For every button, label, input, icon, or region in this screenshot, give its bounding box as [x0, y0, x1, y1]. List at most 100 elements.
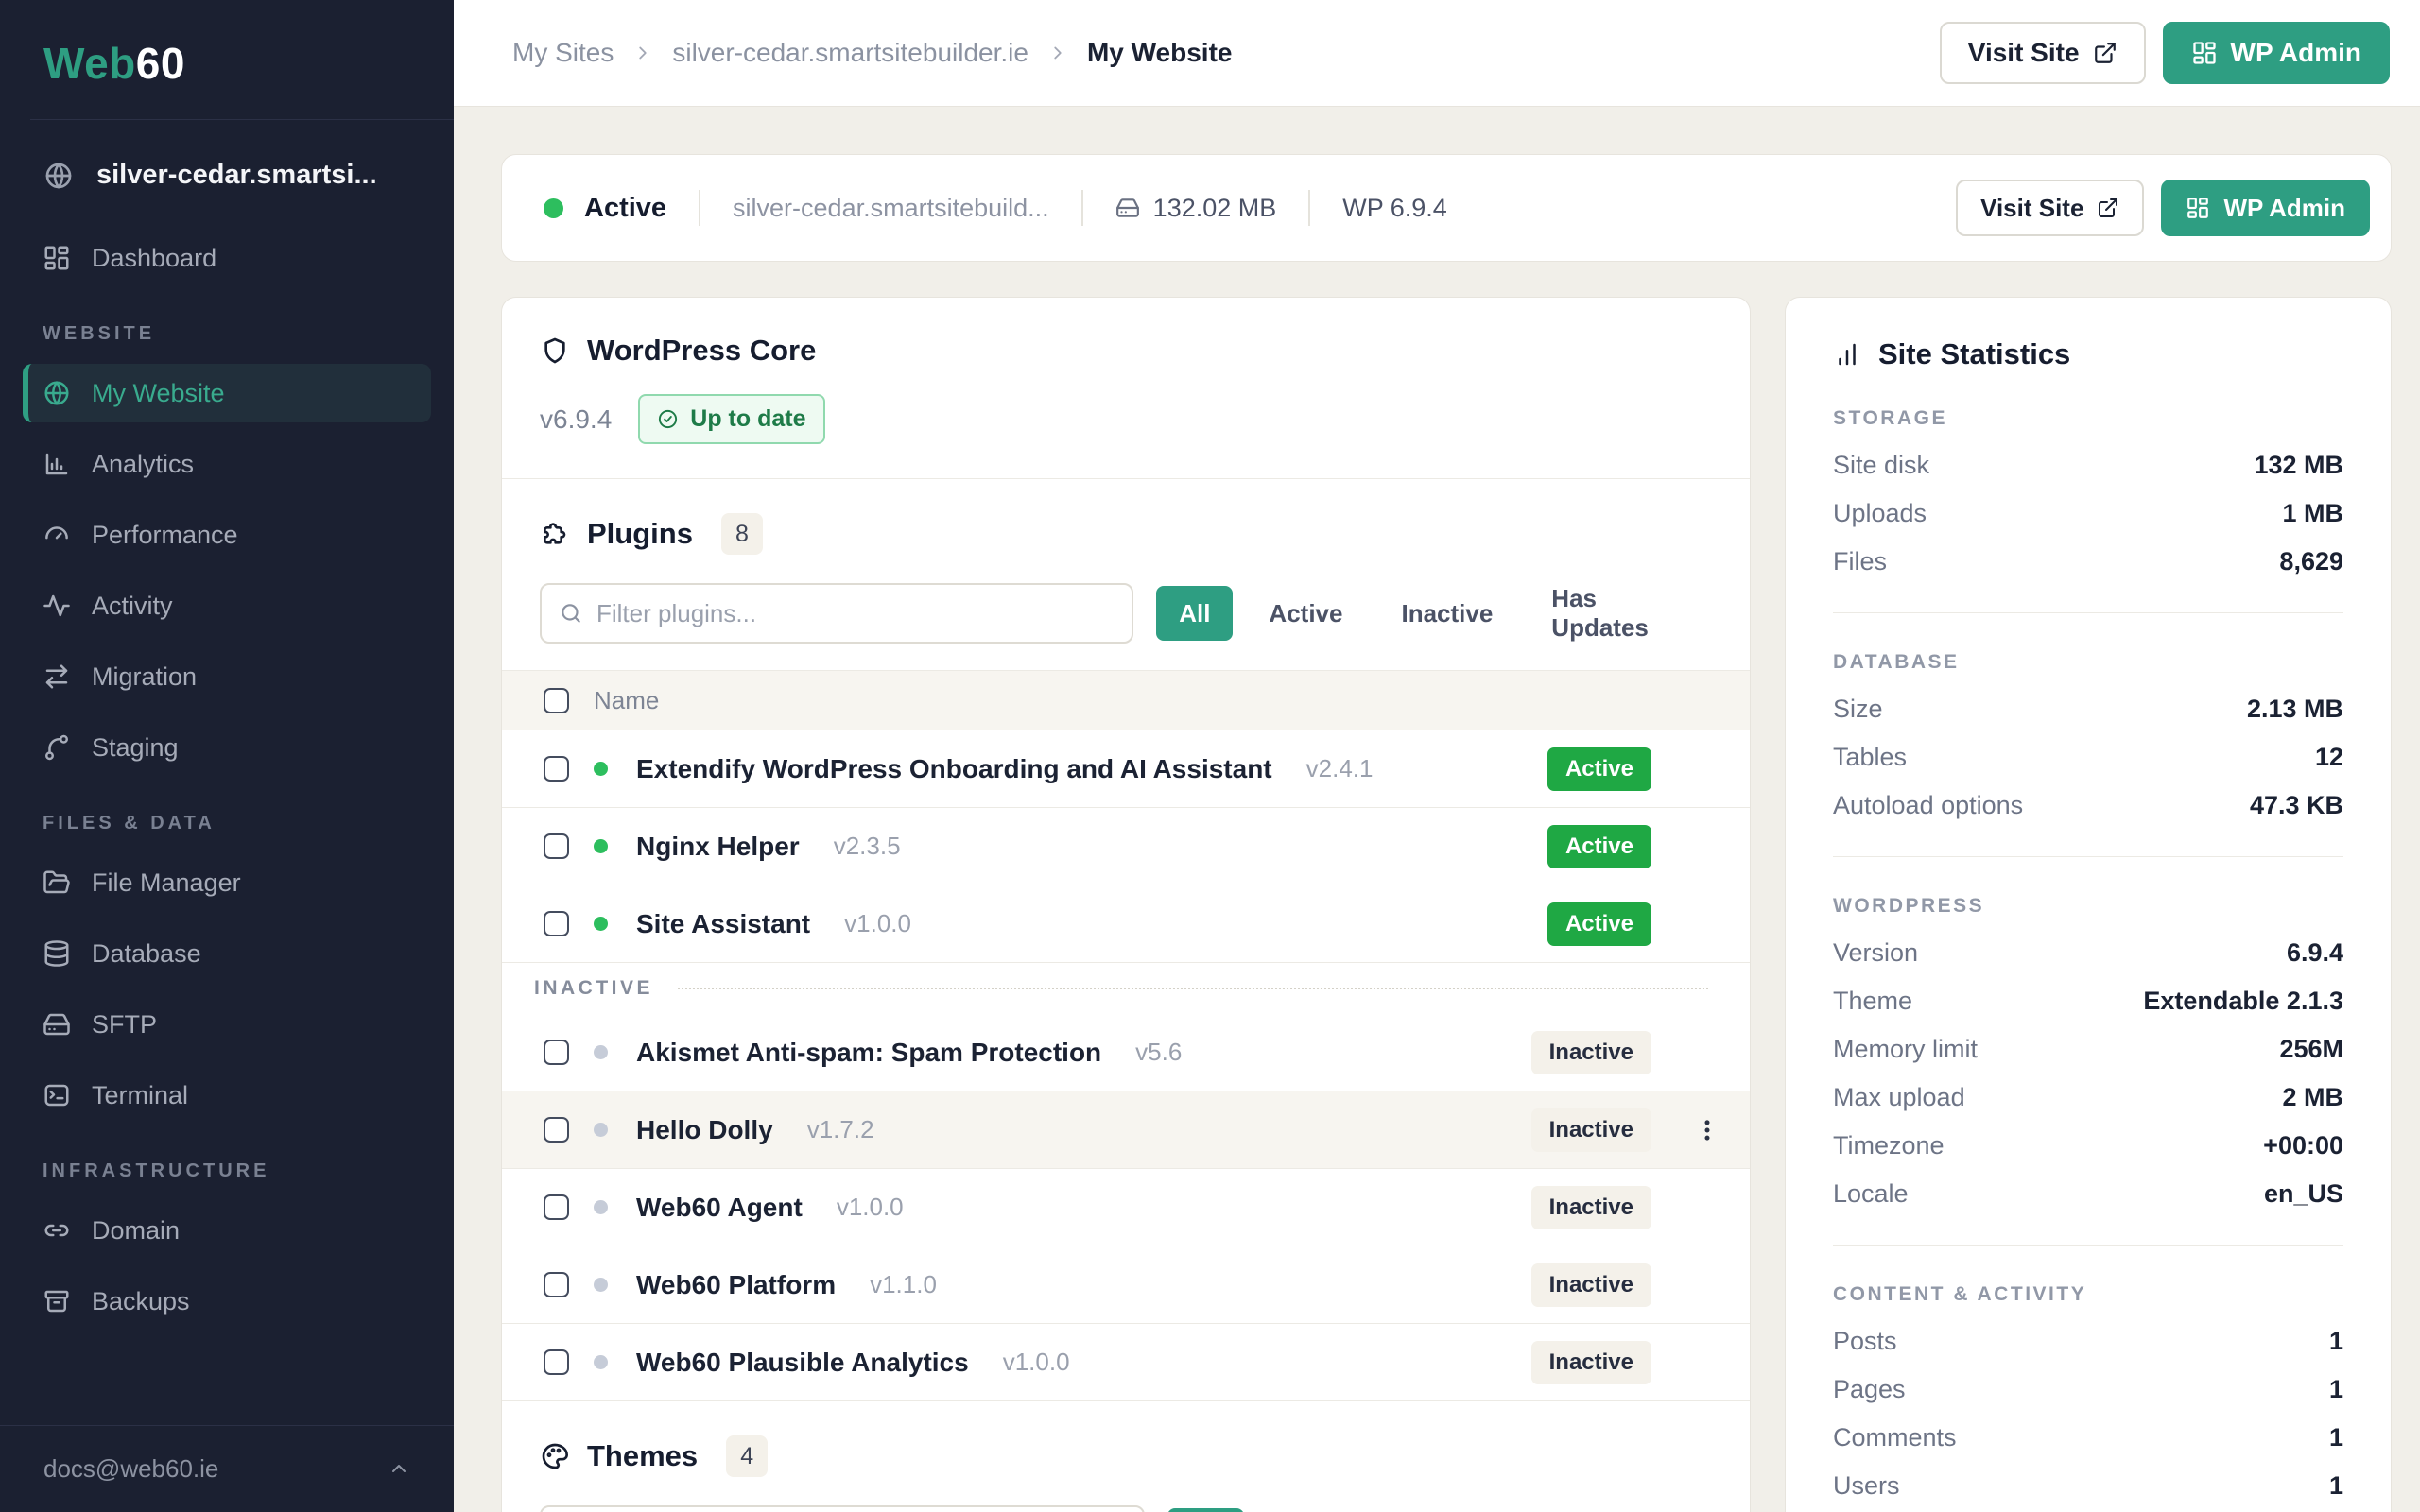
- sidebar-item-terminal[interactable]: Terminal: [23, 1066, 431, 1125]
- site-name-label: silver-cedar.smartsi...: [96, 160, 377, 190]
- sidebar-item-activity[interactable]: Activity: [23, 576, 431, 635]
- plugins-table: Name Extendify WordPress Onboarding and …: [502, 670, 1750, 1401]
- themes-count-badge: 4: [726, 1435, 769, 1477]
- disk-usage: 132.02 MB: [1115, 194, 1276, 223]
- filter-chip-inactive[interactable]: Inactive: [1401, 598, 1494, 627]
- filter-chip-active[interactable]: Active: [1269, 598, 1343, 627]
- external-link-icon: [2094, 43, 2116, 63]
- table-row[interactable]: Web60 Platform v1.1.0 Inactive: [502, 1246, 1750, 1324]
- breadcrumb-site[interactable]: silver-cedar.smartsitebuilder.ie: [672, 38, 1028, 67]
- status-badge: Inactive: [1530, 1185, 1651, 1229]
- sidebar-item-migration[interactable]: Migration: [23, 647, 431, 706]
- shield-icon: [544, 337, 565, 364]
- row-checkbox[interactable]: [544, 756, 569, 782]
- sidebar-item-label: Database: [92, 938, 201, 968]
- app-logo: Web60: [0, 0, 454, 119]
- status-site-name: silver-cedar.smartsitebuild...: [733, 193, 1049, 222]
- stat-row: Version 6.9.4: [1833, 938, 2343, 967]
- status-badge: Active: [1547, 902, 1651, 946]
- kebab-menu-icon[interactable]: [1693, 1116, 1721, 1144]
- stat-row: Site disk 132 MB: [1833, 451, 2343, 479]
- sidebar-section-infrastructure: INFRASTRUCTURE: [43, 1160, 270, 1181]
- terminal-icon: [44, 1084, 69, 1107]
- select-all-checkbox[interactable]: [544, 687, 569, 713]
- sidebar-item-label: Staging: [92, 732, 179, 762]
- hard-drive-icon: [43, 1013, 70, 1036]
- filter-chip-all[interactable]: All: [1167, 1508, 1245, 1512]
- plugin-version: v2.3.5: [833, 832, 901, 860]
- sidebar-item-analytics[interactable]: Analytics: [23, 435, 431, 493]
- table-row[interactable]: Hello Dolly v1.7.2 Inactive: [502, 1091, 1750, 1169]
- themes-filter-row: All Active Has Updates: [540, 1505, 1712, 1512]
- table-row[interactable]: Extendify WordPress Onboarding and AI As…: [502, 730, 1750, 808]
- status-badge: Active: [1547, 824, 1651, 868]
- sidebar-item-label: File Manager: [92, 868, 241, 897]
- stats-section-content-activity: CONTENT & ACTIVITY Posts 1 Pages 1 Comment…: [1833, 1245, 2343, 1512]
- header-actions: Visit Site WP Admin: [1939, 22, 2390, 84]
- filter-chip-active[interactable]: Active: [1257, 1508, 1376, 1512]
- sidebar-item-label: Migration: [92, 662, 198, 691]
- sidebar-item-file-manager[interactable]: File Manager: [23, 853, 431, 912]
- sidebar-item-domain[interactable]: Domain: [23, 1201, 431, 1260]
- sidebar-site-name[interactable]: silver-cedar.smartsi...: [43, 160, 416, 191]
- search-icon: [562, 604, 580, 623]
- inactive-dot: [594, 1278, 608, 1292]
- sidebar-item-database[interactable]: Database: [23, 924, 431, 983]
- row-checkbox[interactable]: [544, 1349, 569, 1375]
- status-badge: Inactive: [1530, 1340, 1651, 1384]
- plugins-filter-row: All Active Inactive Has Updates: [540, 583, 1712, 670]
- table-row[interactable]: Nginx Helper v2.3.5 Active: [502, 808, 1750, 885]
- wp-admin-button[interactable]: WP Admin: [2162, 22, 2390, 84]
- plugin-name: Site Assistant: [636, 908, 811, 938]
- sidebar-item-staging[interactable]: Staging: [23, 718, 431, 777]
- main-area: My Sites silver-cedar.smartsitebuilder.i…: [454, 0, 2420, 1512]
- plugin-version: v2.4.1: [1305, 754, 1374, 782]
- inactive-dot: [594, 1045, 608, 1059]
- stats-title: Site Statistics: [1878, 337, 2071, 370]
- sidebar-item-dashboard[interactable]: Dashboard: [23, 229, 431, 287]
- grid-icon: [2192, 42, 2216, 64]
- breadcrumb-my-sites[interactable]: My Sites: [512, 38, 614, 67]
- visit-site-button[interactable]: Visit Site: [1939, 22, 2146, 84]
- active-dot: [594, 839, 608, 853]
- chevron-up-icon: [392, 1464, 406, 1472]
- external-link-icon: [2099, 198, 2118, 217]
- stat-row: Uploads 1 MB: [1833, 499, 2343, 527]
- sidebar-item-sftp[interactable]: SFTP: [23, 995, 431, 1054]
- bar-chart-icon: [45, 453, 68, 475]
- page-content: Active silver-cedar.smartsitebuild... 13…: [454, 107, 2420, 1512]
- globe-icon: [44, 381, 69, 405]
- row-checkbox[interactable]: [544, 1117, 569, 1143]
- row-checkbox[interactable]: [544, 1040, 569, 1065]
- visit-site-button[interactable]: Visit Site: [1956, 180, 2145, 236]
- sidebar-item-backups[interactable]: Backups: [23, 1272, 431, 1331]
- sidebar-item-label: Backups: [92, 1286, 190, 1315]
- filter-chip-all[interactable]: All: [1156, 586, 1234, 641]
- plugins-filter-input[interactable]: [596, 598, 1115, 628]
- filter-chip-has-updates[interactable]: Has Updates: [1551, 584, 1649, 642]
- active-dot: [594, 762, 608, 776]
- logo-text-primary: Web: [43, 39, 136, 88]
- chevron-right-icon: [1054, 46, 1062, 60]
- sidebar-footer[interactable]: docs@web60.ie: [0, 1425, 454, 1512]
- wp-admin-button[interactable]: WP Admin: [2161, 180, 2370, 236]
- row-checkbox[interactable]: [544, 1194, 569, 1220]
- wp-admin-label: WP Admin: [2230, 38, 2361, 67]
- sidebar-item-performance[interactable]: Performance: [23, 506, 431, 564]
- table-row[interactable]: Site Assistant v1.0.0 Active: [502, 885, 1750, 963]
- sidebar-item-label: Analytics: [92, 449, 195, 478]
- row-checkbox[interactable]: [544, 833, 569, 859]
- table-row[interactable]: Akismet Anti-spam: Spam Protection v5.6 …: [502, 1014, 1750, 1091]
- table-row[interactable]: Web60 Plausible Analytics v1.0.0 Inactiv…: [502, 1324, 1750, 1401]
- table-row[interactable]: Web60 Agent v1.0.0 Inactive: [502, 1169, 1750, 1246]
- stats-section-label: WORDPRESS: [1833, 895, 1985, 917]
- stat-row: Theme Extendable 2.1.3: [1833, 987, 2343, 1015]
- stat-row: Autoload options 47.3 KB: [1833, 791, 2343, 819]
- sidebar-item-my-website[interactable]: My Website: [23, 364, 431, 422]
- row-checkbox[interactable]: [544, 1272, 569, 1297]
- database-icon: [44, 940, 69, 967]
- inactive-dot: [594, 1200, 608, 1214]
- row-checkbox[interactable]: [544, 911, 569, 936]
- filter-chip-has-updates[interactable]: Has Updates: [1390, 1508, 1584, 1512]
- status-badge: Active: [1547, 747, 1651, 791]
